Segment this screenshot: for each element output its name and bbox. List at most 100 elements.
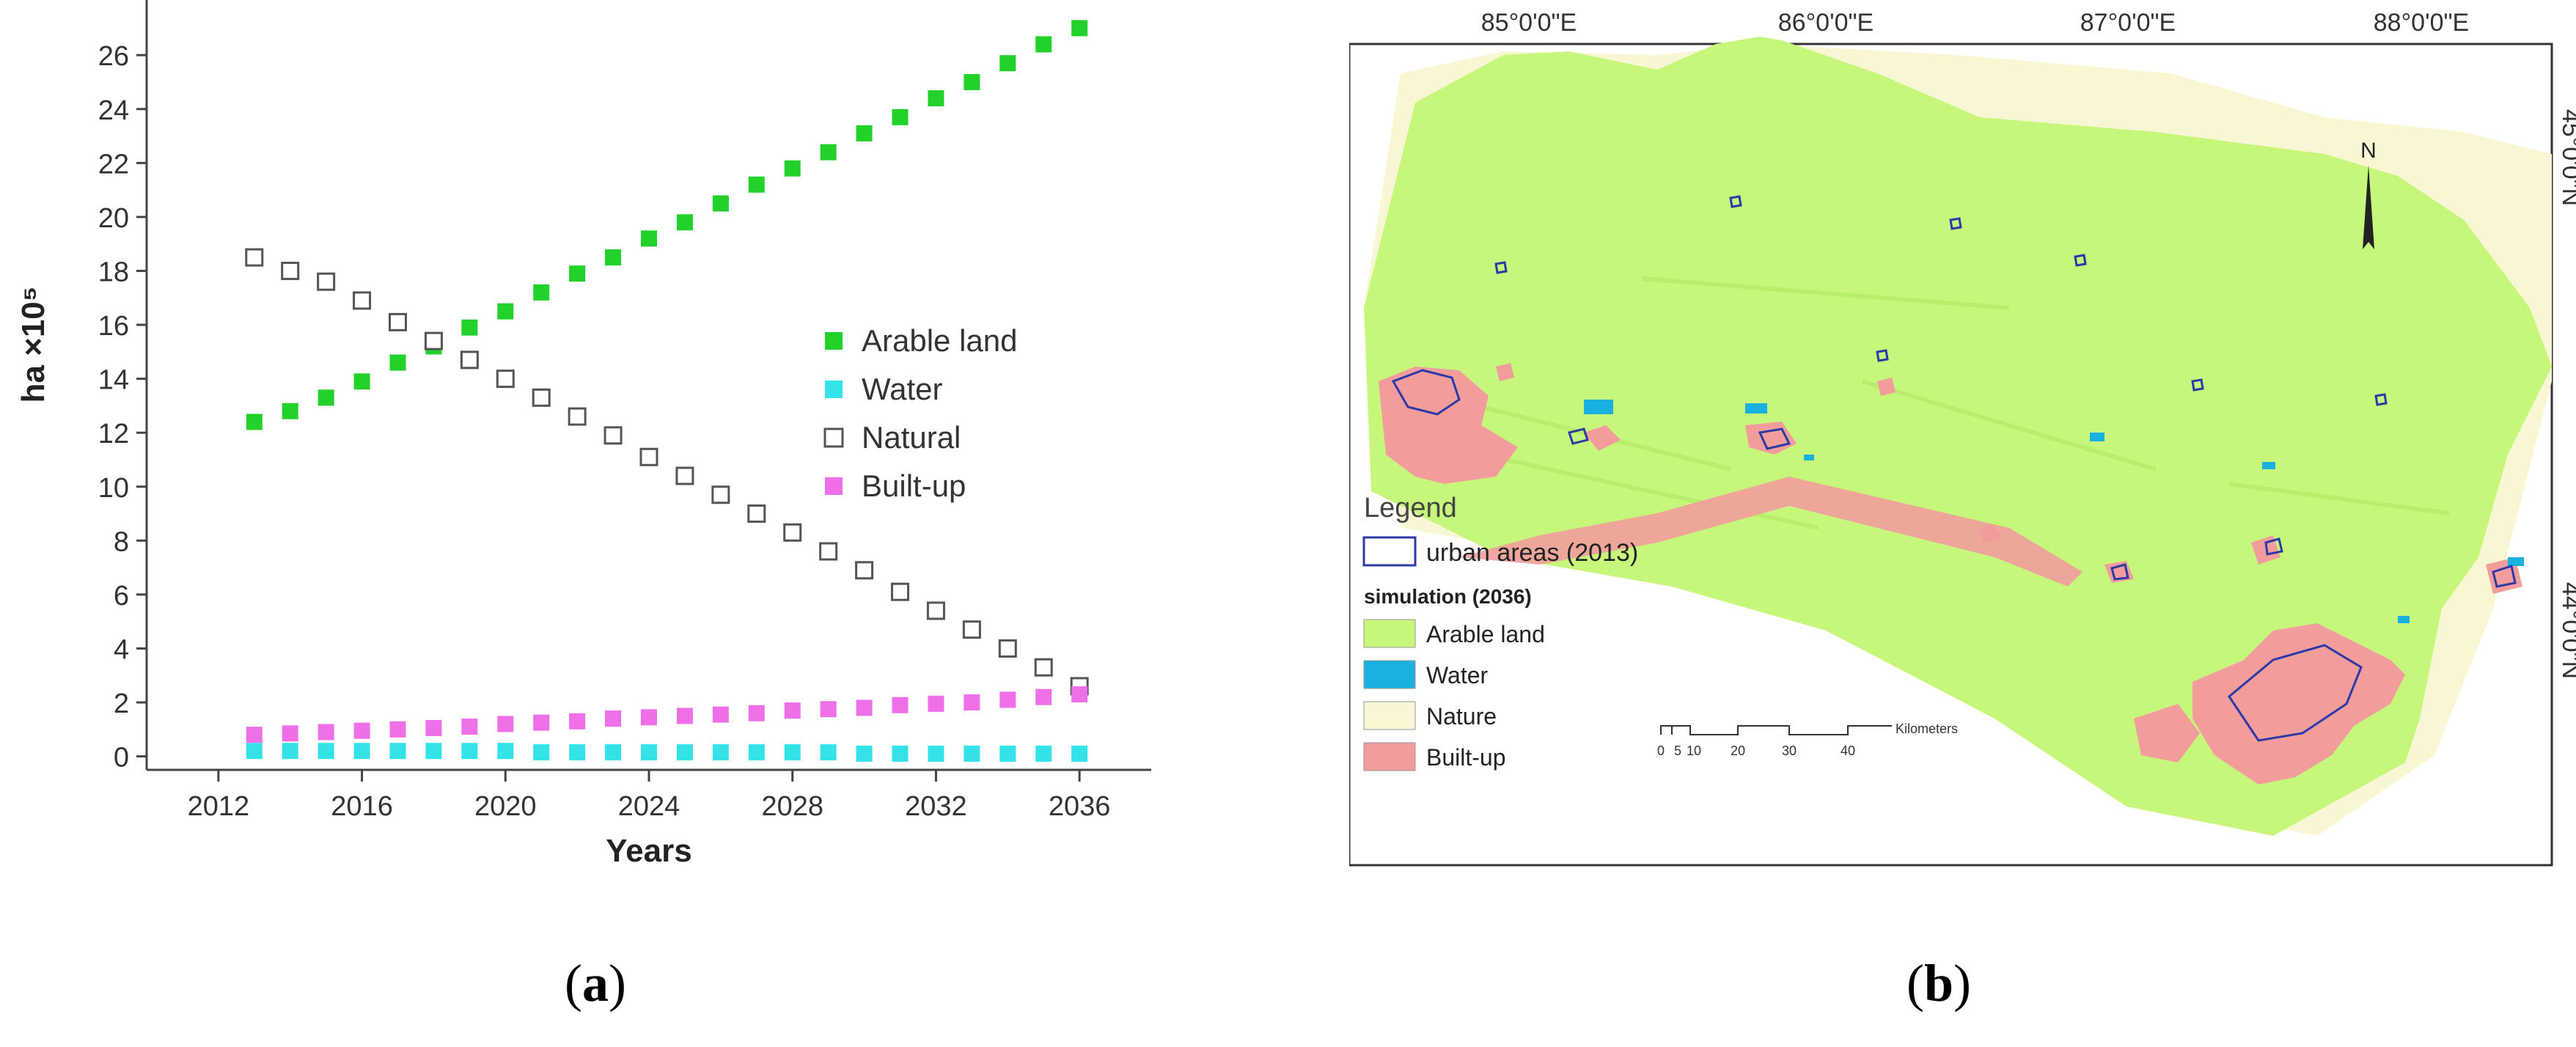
data-point xyxy=(784,744,801,761)
data-point xyxy=(605,710,622,727)
data-point xyxy=(282,403,298,419)
data-point xyxy=(569,713,586,730)
data-point xyxy=(641,744,657,761)
data-point xyxy=(1035,745,1052,762)
data-point xyxy=(245,248,264,267)
lat-label-45: 45°0'0"N xyxy=(2557,109,2576,206)
lon-label-87: 87°0'0"E xyxy=(2080,9,2176,37)
data-point xyxy=(783,523,802,542)
data-point xyxy=(246,727,263,743)
data-point xyxy=(676,708,693,724)
legend-swatch xyxy=(825,381,843,398)
lat-label-44: 44°0'0"N xyxy=(2557,582,2576,679)
data-point xyxy=(999,55,1016,72)
legend-swatch xyxy=(823,427,844,448)
data-point xyxy=(964,745,980,762)
data-point xyxy=(676,214,693,231)
data-point xyxy=(389,354,406,371)
data-point xyxy=(856,699,873,716)
scale-tick-40: 40 xyxy=(1841,743,1855,758)
data-point xyxy=(533,744,550,761)
y-tick-label: 18 xyxy=(98,257,129,287)
data-point xyxy=(999,691,1016,708)
lon-label-88: 88°0'0"E xyxy=(2374,9,2469,37)
data-point xyxy=(998,639,1017,658)
y-tick-label: 14 xyxy=(98,365,129,396)
legend-swatch xyxy=(825,332,843,350)
data-point xyxy=(496,370,515,389)
north-arrow-label: N xyxy=(2360,139,2377,163)
data-point xyxy=(928,90,944,107)
data-point xyxy=(855,561,874,580)
map-panel-b: 85°0'0"E 86°0'0"E 87°0'0"E 88°0'0"E 45°0… xyxy=(1348,0,2576,916)
data-point xyxy=(461,743,478,760)
data-point xyxy=(460,350,479,370)
data-point xyxy=(282,725,298,742)
data-point xyxy=(1035,36,1052,53)
chart-legend: Arable land Water Natural Built-up xyxy=(823,323,1017,503)
legend-swatch xyxy=(825,477,843,495)
legend-label: Natural xyxy=(862,420,961,455)
data-point xyxy=(246,743,263,760)
series-built-up xyxy=(246,686,1088,743)
scale-tick-30: 30 xyxy=(1782,743,1797,758)
data-point xyxy=(246,414,263,430)
scale-tick-10: 10 xyxy=(1687,743,1701,758)
scale-tick-0: 0 xyxy=(1657,743,1665,758)
data-point xyxy=(712,195,729,212)
data-point xyxy=(318,389,334,406)
data-point xyxy=(1034,658,1053,677)
series-arable-land xyxy=(246,20,1088,430)
x-tick-label: 2036 xyxy=(1049,791,1111,822)
data-point xyxy=(748,705,765,721)
data-point xyxy=(353,291,372,310)
y-tick-label: 8 xyxy=(114,526,129,557)
data-point xyxy=(784,160,801,177)
x-axis-label: Years xyxy=(606,833,691,869)
y-tick-label: 6 xyxy=(114,581,129,611)
legend-label: Arable land xyxy=(862,323,1017,358)
data-point xyxy=(461,719,478,735)
data-point xyxy=(926,601,945,620)
data-point xyxy=(820,701,837,718)
legend-outline-label: urban areas (2013) xyxy=(1426,539,1638,567)
data-point xyxy=(533,714,550,731)
data-point xyxy=(605,744,622,761)
data-point xyxy=(318,724,334,741)
data-point xyxy=(962,620,981,639)
data-point xyxy=(389,721,406,738)
data-point xyxy=(856,125,873,142)
y-tick-label: 0 xyxy=(114,743,129,774)
map-legend-label: Built-up xyxy=(1426,744,1506,771)
data-point xyxy=(856,745,873,762)
scale-tick-20: 20 xyxy=(1731,743,1745,758)
data-point xyxy=(317,272,336,291)
data-point xyxy=(532,388,551,407)
data-point xyxy=(892,109,909,125)
map-legend-label: Water xyxy=(1426,662,1489,688)
caption-a: (a) xyxy=(565,954,626,1013)
data-point xyxy=(747,504,766,524)
data-point xyxy=(928,745,944,762)
data-point xyxy=(964,694,980,711)
map-legend-swatch xyxy=(1363,619,1416,648)
data-point xyxy=(497,743,514,760)
data-point xyxy=(497,303,514,320)
map-legend: Legend urban areas (2013) simulation (20… xyxy=(1362,493,1638,771)
data-point xyxy=(569,744,586,761)
data-point xyxy=(603,426,623,445)
data-point xyxy=(819,542,838,561)
water-bodies xyxy=(1584,400,2524,623)
data-point xyxy=(999,745,1016,762)
data-point xyxy=(389,312,407,331)
data-point xyxy=(353,743,370,760)
scale-tick-5: 5 xyxy=(1674,743,1681,758)
map-legend-swatch xyxy=(1363,701,1416,730)
legend-label: Built-up xyxy=(862,469,966,503)
data-point xyxy=(461,319,478,336)
urban-outlines-2013 xyxy=(1391,195,2517,742)
x-tick-label: 2032 xyxy=(905,791,967,822)
data-point xyxy=(820,744,837,761)
y-axis-label: ha ×10⁵ xyxy=(15,287,51,403)
arable-land-area xyxy=(1364,37,2552,836)
